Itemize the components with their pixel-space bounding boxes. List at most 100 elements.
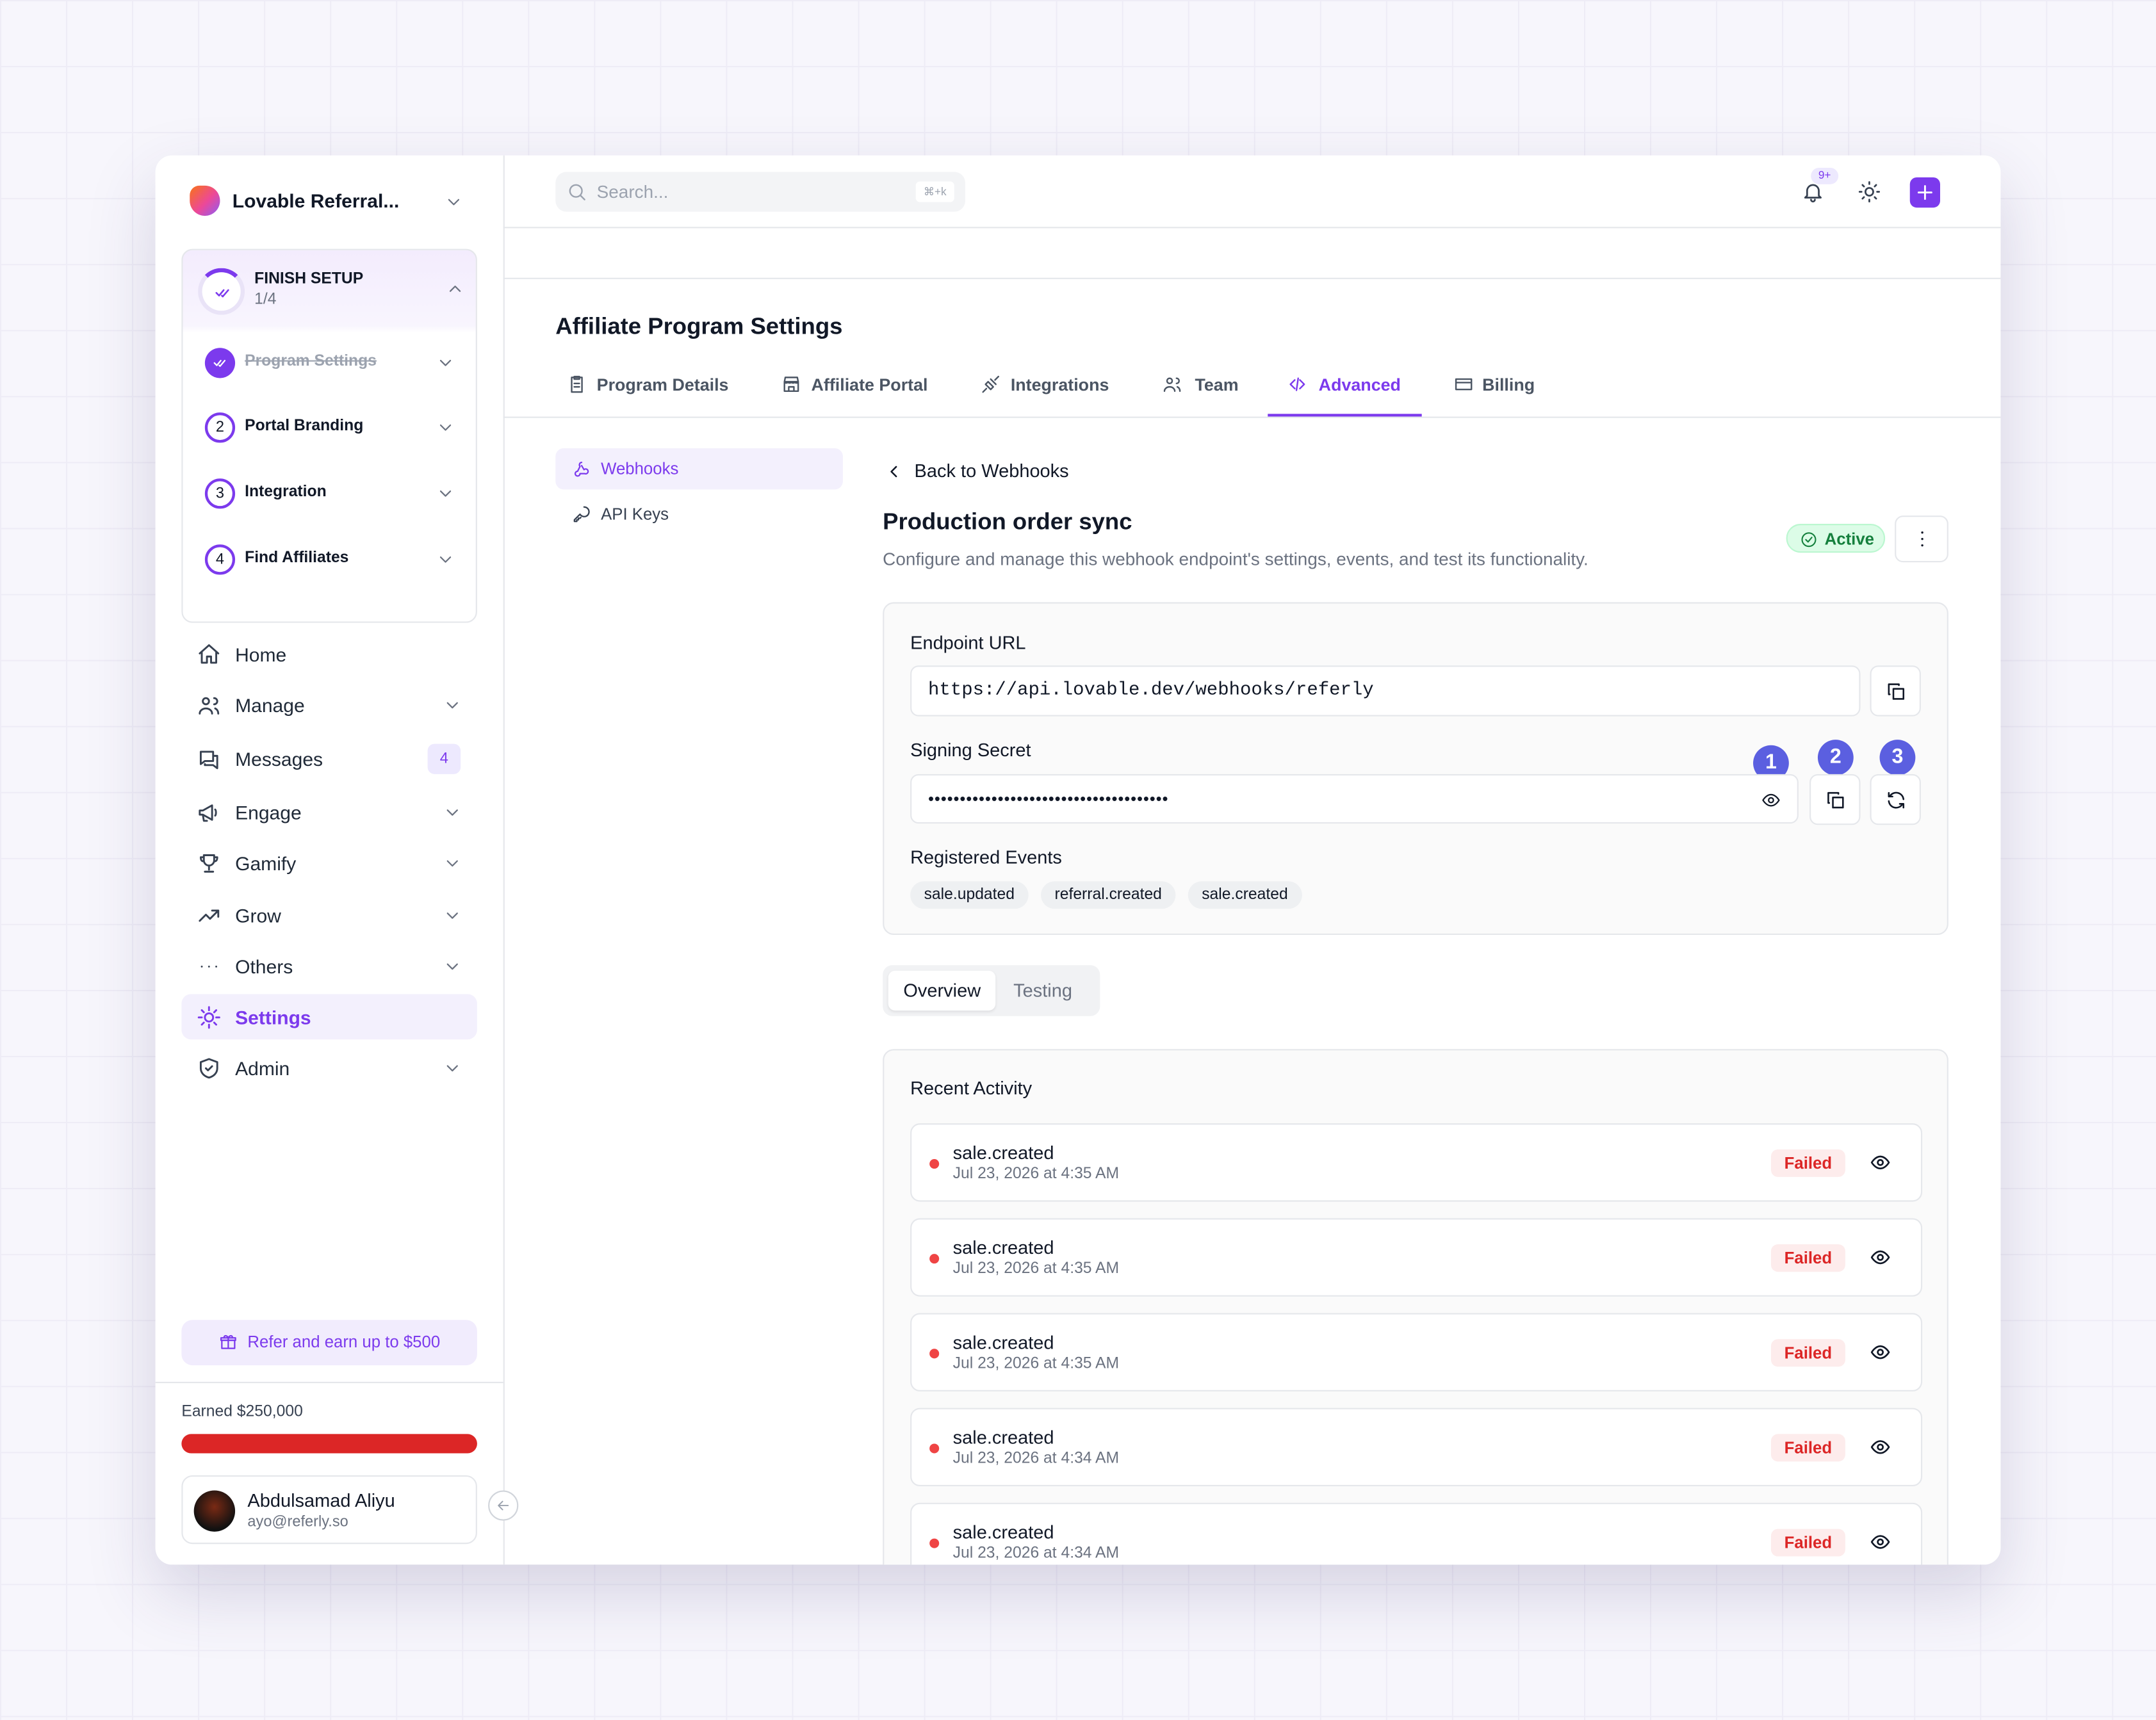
user-card[interactable]: Abdulsamad Aliyu ayo@referly.so (181, 1475, 477, 1545)
nav-item[interactable]: Home (235, 643, 287, 666)
icon-path (220, 1335, 236, 1349)
subnav-item[interactable]: Webhooks (601, 459, 679, 479)
icon-chev (439, 490, 452, 497)
nav-item[interactable]: Gamify (235, 852, 297, 875)
referral-button[interactable]: Refer and earn up to $500 (181, 1320, 477, 1366)
event-time: Jul 23, 2026 at 4:35 AM (952, 1165, 1120, 1183)
icon-path (213, 359, 226, 367)
icon-check (1801, 532, 1817, 548)
nav-item[interactable]: Others (235, 955, 293, 978)
icon-chev (446, 702, 458, 709)
icon-dcheck (215, 289, 229, 298)
endpoint-url: https://api.lovable.dev/webhooks/referly (928, 680, 1374, 702)
annotation-marker: 2 (1817, 740, 1854, 775)
tab[interactable]: Billing (1482, 375, 1535, 395)
icon-path (449, 286, 461, 292)
failed-badge: Failed (1770, 1529, 1845, 1557)
tab-underline (1268, 414, 1422, 417)
tab[interactable]: Program Details (596, 375, 729, 395)
search-box[interactable]: Search... ⌘+k (555, 172, 965, 212)
icon-path (982, 375, 999, 393)
icon-chev (446, 1065, 458, 1072)
nav-item[interactable]: Grow (235, 904, 281, 927)
icon-path (446, 809, 458, 816)
tab[interactable]: Integrations (1010, 375, 1109, 395)
activity-row[interactable]: sale.created Jul 23, 2026 at 4:35 AM Faile… (910, 1313, 1923, 1391)
nav-item[interactable]: Messages (235, 748, 323, 770)
icon-path (1870, 1345, 1890, 1359)
icon-refresh (1888, 791, 1905, 809)
nav-item[interactable]: Engage (235, 801, 302, 824)
icon-path (199, 854, 218, 873)
failed-badge: Failed (1770, 1434, 1845, 1462)
tab[interactable]: Affiliate Portal (811, 375, 928, 395)
event-time: Jul 23, 2026 at 4:35 AM (952, 1356, 1120, 1372)
collapse-button[interactable] (488, 1490, 519, 1521)
activity-row[interactable]: sale.created Jul 23, 2026 at 4:35 AM Faile… (910, 1218, 1923, 1297)
icon-shield (199, 1058, 218, 1079)
activity-title: Recent Activity (910, 1078, 1033, 1099)
nav-item[interactable]: Manage (235, 694, 305, 717)
status-dot (929, 1254, 940, 1264)
icon-path (1917, 185, 1932, 200)
detail-tab[interactable]: Testing (1013, 980, 1072, 1002)
secret-input[interactable]: •••••••••••••••••••••••••••••••••••••• (910, 774, 1799, 824)
divider (503, 227, 2001, 229)
icon-path (446, 702, 458, 709)
copy-url-button[interactable] (1870, 665, 1921, 717)
divider (155, 1381, 503, 1383)
icon-copy (1827, 791, 1844, 809)
step-label[interactable]: Find Affiliates (245, 549, 349, 567)
activity-card: Recent Activity sale.created Jul 23, 2026 … (883, 1049, 1948, 1565)
step-label[interactable]: Integration (245, 483, 327, 501)
logo (190, 185, 220, 216)
icon-path (199, 1058, 218, 1079)
icon-path (1801, 532, 1817, 548)
step-label[interactable]: Portal Branding (245, 418, 364, 435)
failed-badge: Failed (1770, 1339, 1845, 1367)
notification-badge: 9+ (1811, 167, 1839, 184)
icon-bell (1804, 184, 1822, 203)
icon-doc (571, 375, 583, 393)
webhook-config-card: Endpoint URL https://api.lovable.dev/webh… (883, 602, 1948, 936)
copy-secret-button[interactable] (1809, 774, 1861, 825)
step-done (204, 348, 236, 378)
detail-tab[interactable]: Overview (888, 970, 996, 1011)
divider (503, 416, 2001, 418)
step-label[interactable]: Program Settings (245, 353, 377, 370)
icon-eye (1870, 1345, 1890, 1359)
earned-bar (181, 1434, 477, 1454)
icon-webhook (574, 462, 589, 477)
icon-chev (446, 913, 458, 919)
activity-row[interactable]: sale.created Jul 23, 2026 at 4:34 AM Faile… (910, 1502, 1923, 1565)
icon-path (1827, 791, 1844, 809)
search-placeholder: Search... (596, 181, 669, 202)
nav-badge: 4 (427, 743, 461, 774)
icon-eye (1870, 1155, 1890, 1170)
tab[interactable]: Advanced (1318, 375, 1401, 395)
icon-path (446, 913, 458, 919)
step-number: 3 (204, 478, 236, 509)
workspace-name[interactable]: Lovable Referral... (232, 190, 400, 212)
event-time: Jul 23, 2026 at 4:34 AM (952, 1450, 1120, 1467)
activity-row[interactable]: sale.created Jul 23, 2026 at 4:35 AM Faile… (910, 1123, 1923, 1202)
icon-path (1888, 791, 1905, 809)
subnav-item[interactable]: API Keys (601, 504, 669, 524)
icon-path (439, 359, 452, 366)
endpoint-input[interactable]: https://api.lovable.dev/webhooks/referly (910, 665, 1861, 717)
tab[interactable]: Team (1195, 375, 1239, 395)
divider (503, 277, 2001, 279)
activity-row[interactable]: sale.created Jul 23, 2026 at 4:34 AM Faile… (910, 1408, 1923, 1487)
icon-path (215, 289, 229, 298)
icon-path (890, 466, 897, 478)
icon-more (1921, 531, 1923, 547)
more-button[interactable] (1895, 515, 1948, 563)
icon-chev (449, 286, 461, 292)
nav-item[interactable]: Admin (235, 1057, 290, 1080)
nav-item[interactable]: Settings (235, 1006, 311, 1029)
icon-path (1888, 683, 1905, 700)
add-button[interactable] (1909, 177, 1940, 208)
rotate-secret-button[interactable] (1870, 774, 1921, 825)
icon-gift (220, 1335, 236, 1349)
back-link[interactable]: Back to Webhooks (914, 460, 1069, 482)
